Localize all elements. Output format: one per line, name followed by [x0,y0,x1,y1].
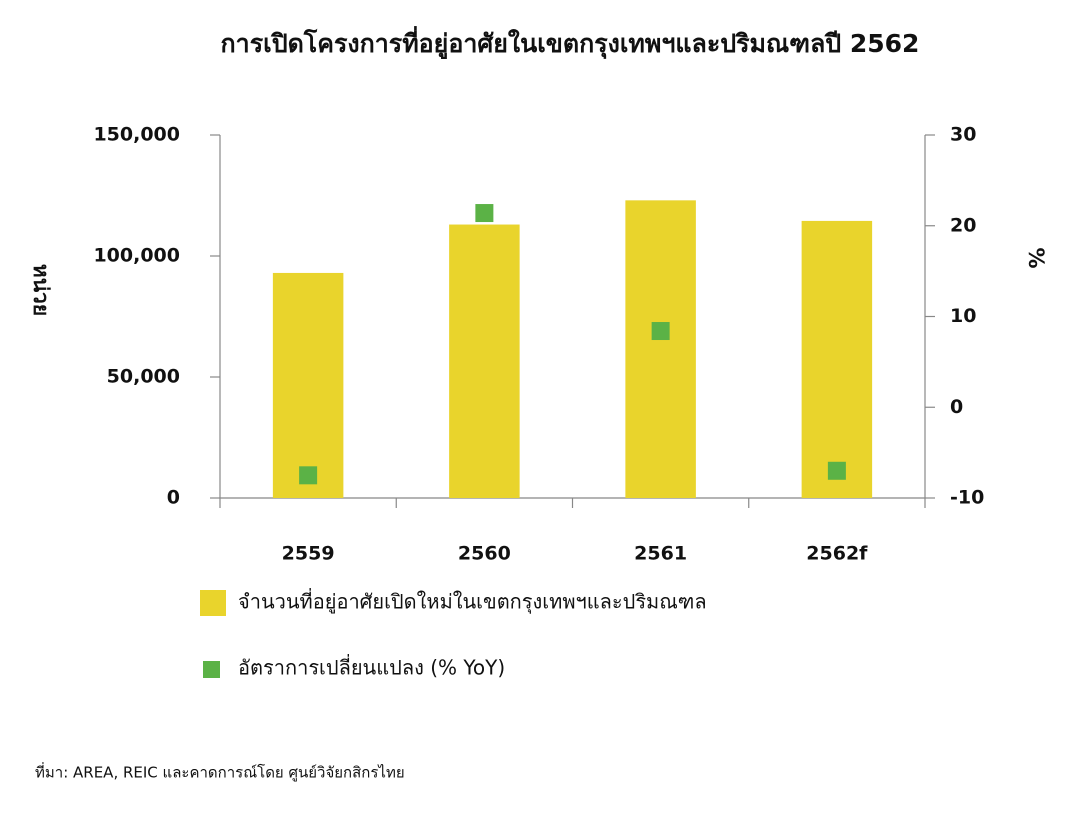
bar [272,272,344,498]
y2-tick-label: 30 [950,124,976,146]
y2-tick-label: -10 [950,487,984,509]
y-tick-label: 100,000 [93,245,180,267]
x-tick-label: 2560 [458,543,511,565]
x-tick-label: 2561 [634,543,687,565]
point [475,204,494,223]
bar [625,200,696,498]
source-note: ที่มา: AREA, REIC และคาดการณ์โดย ศูนย์วิ… [35,762,405,782]
point [827,461,846,480]
legend-label: จำนวนที่อยู่อาศัยเปิดใหม่ในเขตกรุงเทพฯแล… [238,588,707,615]
legend-swatch [200,590,226,616]
x-tick-label: 2559 [282,543,335,565]
point [651,322,670,341]
legend-swatch [203,661,220,678]
legend-label: อัตราการเปลี่ยนแปลง (% YoY) [238,654,505,680]
y-axis-label: หน่วย [29,264,53,316]
y-tick-label: 50,000 [107,366,180,388]
y-tick-label: 0 [167,487,180,509]
y-tick-label: 150,000 [93,124,180,146]
chart-title: การเปิดโครงการที่อยู่อาศัยในเขตกรุงเทพฯแ… [221,26,920,60]
y2-tick-label: 0 [950,396,963,418]
bar [449,224,520,499]
y2-tick-label: 20 [950,214,976,236]
bar [801,220,873,498]
y2-axis-label: % [1024,247,1048,268]
point [299,466,318,485]
x-tick-label: 2562f [806,543,868,565]
y2-tick-label: 10 [950,305,976,327]
